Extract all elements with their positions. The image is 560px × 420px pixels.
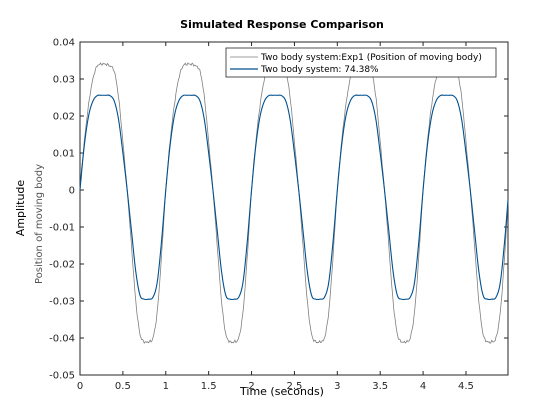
- axis-ticks: 0 0.5 1 1.5 2 2.5 3 3.5 4 4.5 -0.05 -0.04 -0.03 -0.02…: [49, 38, 508, 392]
- y-tick-label: 0.03: [53, 75, 75, 86]
- y-tick-label: -0.03: [49, 297, 75, 308]
- y-axis-sublabel: Position of moving body: [34, 164, 45, 284]
- x-tick-label: 1.5: [201, 381, 217, 392]
- legend-box: [225, 47, 497, 78]
- y-tick-label: -0.01: [49, 223, 75, 234]
- y-tick-label: 0.02: [53, 112, 75, 123]
- chart-title: Simulated Response Comparison: [180, 18, 384, 31]
- plot-frame: [79, 41, 509, 376]
- series-line-2: [79, 94, 509, 301]
- x-tick-label: 1: [163, 381, 169, 392]
- x-axis-label: Time (seconds): [239, 385, 324, 398]
- x-tick-label: 0: [77, 381, 83, 392]
- legend-label-2: Two body system: 74.38%: [260, 65, 379, 75]
- y-tick-label: -0.04: [49, 334, 75, 345]
- y-tick-label: 0.01: [53, 149, 75, 160]
- legend-label-1: Two body system:Exp1 (Position of moving…: [260, 53, 482, 63]
- x-tick-label: 4.5: [458, 381, 474, 392]
- y-tick-label: -0.05: [49, 371, 75, 382]
- y-tick-label: 0.04: [53, 38, 75, 49]
- x-tick-label: 3: [334, 381, 340, 392]
- x-tick-label: 0.5: [115, 381, 131, 392]
- x-tick-label: 2: [248, 381, 254, 392]
- y-axis-label: Amplitude: [14, 180, 27, 237]
- x-tick-label: 2.5: [286, 381, 302, 392]
- y-tick-label: 0: [69, 186, 75, 197]
- x-tick-label: 3.5: [372, 381, 388, 392]
- y-tick-label: -0.02: [49, 260, 75, 271]
- x-tick-label: 4: [420, 381, 426, 392]
- legend: Two body system:Exp1 (Position of moving…: [225, 47, 497, 78]
